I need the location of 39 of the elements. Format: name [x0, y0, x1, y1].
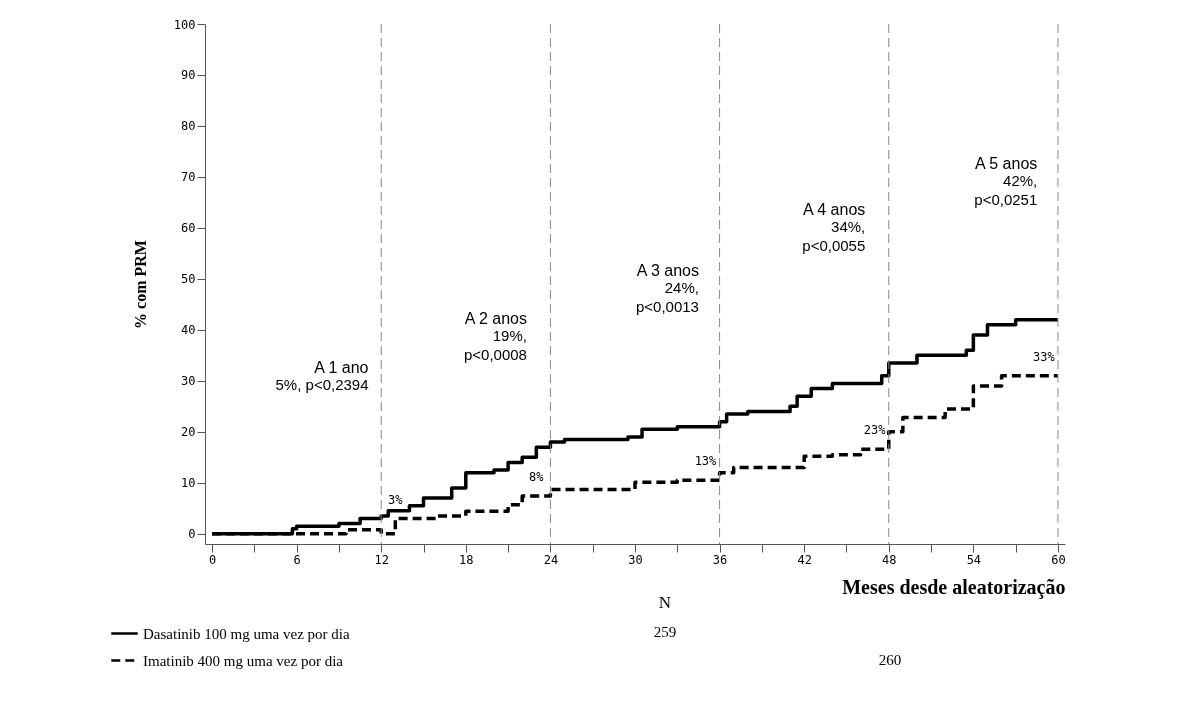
x-tick-label: 30: [628, 552, 643, 567]
y-tick-label: 20: [181, 425, 196, 440]
y-tick-label: 0: [188, 527, 196, 542]
text: 259: [653, 624, 677, 640]
annotation: 8%: [529, 470, 545, 485]
y-tick-label: 50: [181, 272, 196, 287]
x-tick-label: 42: [797, 552, 812, 567]
text: N: [658, 593, 672, 612]
y-tick-label: 100: [173, 17, 196, 32]
x-tick-label: 36: [712, 552, 728, 567]
x-tick-label: 18: [459, 552, 474, 567]
y-tick-label: 40: [181, 323, 196, 338]
x-tick-label: 6: [293, 552, 301, 567]
legend-label: Imatinib 400 mg uma vez por dia: [143, 652, 344, 669]
y-tick-label: 10: [181, 476, 196, 491]
text: 260: [878, 652, 902, 668]
x-tick-label: 24: [543, 552, 559, 567]
y-tick-label: 60: [181, 221, 196, 236]
y-tick-label: 90: [181, 68, 196, 83]
x-axis-title: Meses desde aleatorização: [842, 575, 1066, 599]
x-tick-label: 48: [882, 552, 897, 567]
y-axis-title: % com PRM: [131, 240, 149, 329]
y-tick-label: 30: [181, 374, 196, 389]
annotation: 13%: [694, 454, 718, 469]
x-tick-label: 12: [374, 552, 389, 567]
x-tick-label: 60: [1051, 552, 1066, 567]
x-tick-label: 54: [966, 552, 982, 567]
y-tick-label: 80: [181, 119, 196, 134]
y-tick-label: 70: [181, 170, 196, 185]
legend-label: Dasatinib 100 mg uma vez por dia: [143, 625, 350, 642]
annotation: 33%: [1033, 349, 1056, 364]
annotation: A 4 anos 34%, p<0,0055: [802, 200, 866, 254]
annotation: A 2 anos 19%, p<0,0008: [463, 310, 527, 364]
x-tick-label: 0: [208, 552, 217, 567]
annotation: 3%: [388, 492, 404, 507]
annotation: A 5 anos 42%, p<0,0251: [974, 154, 1038, 208]
annotation: A 3 anos 24%, p<0,0013: [635, 261, 699, 315]
annotation: 23%: [863, 423, 887, 438]
annotation: A 1 ano 5%, p<0,2394: [275, 358, 369, 393]
